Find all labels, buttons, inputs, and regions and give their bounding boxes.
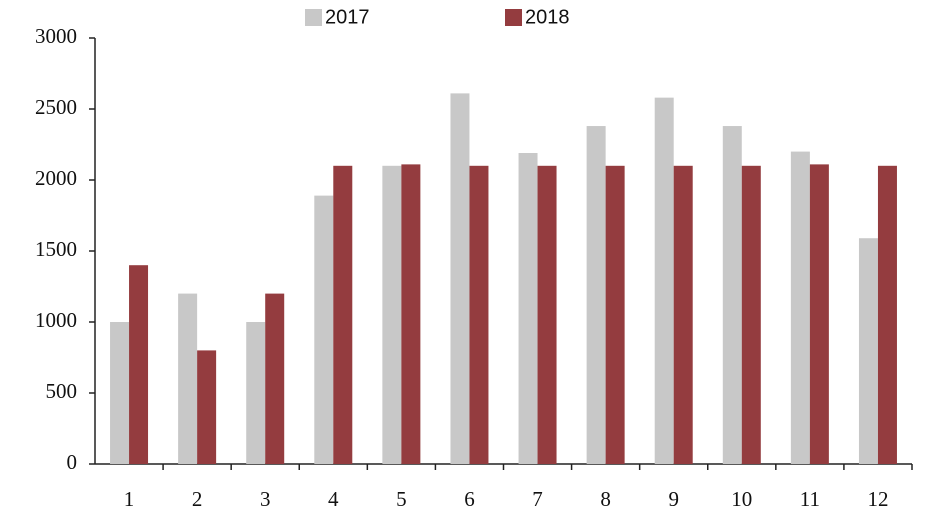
x-tick-label: 3 <box>260 487 271 511</box>
bar <box>877 165 897 465</box>
x-tick-label: 2 <box>192 487 203 511</box>
y-tick-label: 3000 <box>35 24 77 48</box>
y-tick-label: 2000 <box>35 166 77 190</box>
bar <box>809 164 829 464</box>
y-tick-label: 1500 <box>35 237 77 261</box>
x-tick-label: 8 <box>600 487 611 511</box>
bar <box>722 126 742 464</box>
legend-label: 2018 <box>525 6 570 28</box>
bar <box>790 151 810 464</box>
y-tick-label: 2500 <box>35 95 77 119</box>
bar <box>333 165 353 465</box>
bar <box>469 165 489 465</box>
bar <box>129 265 149 464</box>
bar <box>537 165 557 465</box>
x-tick-label: 6 <box>464 487 475 511</box>
bar <box>382 165 402 465</box>
bar <box>654 97 674 464</box>
bar <box>605 165 625 465</box>
bar <box>178 293 198 464</box>
x-tick-label: 5 <box>396 487 407 511</box>
x-tick-label: 11 <box>800 487 820 511</box>
y-tick-label: 500 <box>46 379 78 403</box>
y-tick-label: 1000 <box>35 308 77 332</box>
bar <box>858 238 878 464</box>
bar <box>265 293 285 464</box>
bar <box>450 93 470 464</box>
bar <box>586 126 606 464</box>
bar <box>197 350 217 464</box>
legend-swatch <box>305 9 322 26</box>
y-tick-label: 0 <box>67 450 78 474</box>
x-tick-label: 4 <box>328 487 339 511</box>
x-tick-label: 9 <box>668 487 679 511</box>
bar <box>673 165 693 465</box>
x-tick-label: 7 <box>532 487 543 511</box>
x-tick-label: 10 <box>731 487 752 511</box>
bar <box>246 322 266 464</box>
bar <box>518 153 538 464</box>
bar <box>110 322 130 464</box>
legend-label: 2017 <box>325 6 370 28</box>
bar <box>314 195 334 464</box>
bar <box>741 165 761 465</box>
bar <box>401 164 421 464</box>
x-tick-label: 12 <box>867 487 888 511</box>
legend-swatch <box>505 9 522 26</box>
x-tick-label: 1 <box>124 487 135 511</box>
